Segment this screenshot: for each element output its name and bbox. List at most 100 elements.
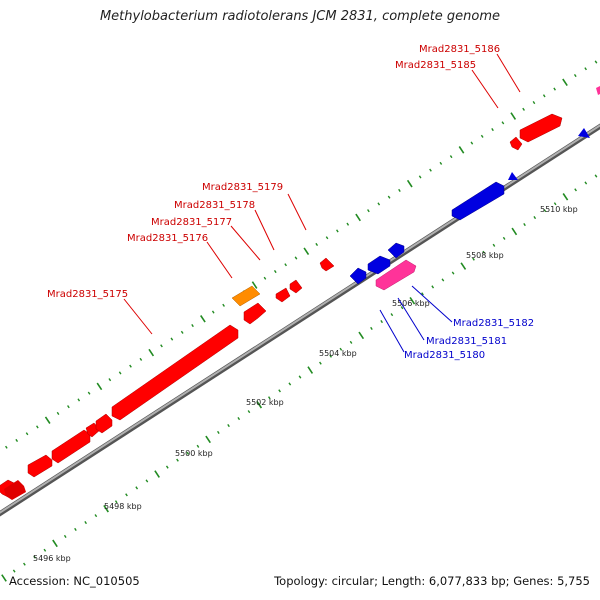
minor-tick	[43, 548, 47, 552]
minor-tick	[501, 121, 505, 125]
minor-tick	[294, 256, 298, 260]
gene-arrow	[451, 181, 505, 221]
minor-tick	[125, 493, 128, 497]
minor-tick	[135, 486, 139, 490]
minor-tick	[319, 361, 322, 365]
minor-tick	[418, 175, 422, 179]
gene-label-5176: Mrad2831_5176	[127, 233, 208, 244]
major-tick	[358, 331, 365, 340]
page-title: Methylobacterium radiotolerans JCM 2831,…	[99, 9, 501, 24]
minor-tick	[441, 278, 445, 282]
minor-tick	[108, 378, 112, 382]
gene-label-5182: Mrad2831_5182	[453, 318, 534, 329]
minor-tick	[196, 444, 200, 448]
minor-tick	[472, 257, 475, 261]
minor-tick	[339, 347, 343, 351]
major-tick	[409, 296, 416, 305]
minor-tick	[129, 364, 132, 368]
minor-tick	[492, 243, 496, 247]
tick-labels: 5496 kbp 5498 kbp 5500 kbp 5502 kbp 5504…	[33, 205, 578, 563]
minor-tick	[325, 236, 329, 240]
minor-tick	[387, 195, 391, 199]
minor-tick	[349, 340, 353, 344]
minor-tick	[67, 405, 70, 409]
minor-tick	[449, 155, 453, 159]
major-tick	[511, 227, 518, 236]
gene-label-5179: Mrad2831_5179	[202, 182, 283, 193]
minor-tick	[273, 270, 277, 274]
tick-label-5500: 5500 kbp	[175, 449, 213, 458]
minor-tick	[56, 411, 60, 415]
gene-arrow	[4, 480, 26, 500]
major-tick	[460, 262, 467, 270]
minor-tick	[77, 398, 81, 402]
minor-tick	[247, 410, 251, 414]
minor-tick	[584, 67, 587, 71]
minor-tick	[522, 107, 525, 111]
gene-arrow	[519, 113, 563, 143]
minor-tick	[429, 168, 432, 172]
minor-tick	[165, 465, 169, 469]
minor-tick	[145, 479, 149, 483]
gene-arrow	[51, 429, 91, 464]
major-tick	[406, 179, 413, 188]
major-tick	[154, 470, 160, 478]
minor-tick	[573, 74, 577, 78]
gene-arrow	[578, 128, 590, 138]
gene-label-5181: Mrad2831_5181	[426, 336, 507, 347]
gene-arrow	[349, 267, 367, 285]
gene-arrow	[289, 279, 303, 294]
minor-tick	[439, 161, 443, 165]
major-tick	[103, 504, 109, 513]
reverse-strand-genes	[349, 128, 590, 285]
minor-tick	[533, 216, 537, 220]
minor-tick	[278, 389, 281, 393]
major-tick	[458, 146, 465, 154]
minor-tick	[594, 174, 598, 178]
gene-label-5185: Mrad2831_5185	[395, 60, 476, 71]
gene-arrow-pink	[375, 259, 417, 291]
minor-tick	[191, 324, 194, 328]
gene-label-5178: Mrad2831_5178	[174, 200, 255, 211]
minor-tick	[542, 94, 546, 98]
minor-tick	[346, 222, 350, 226]
gene-arrow	[95, 413, 113, 434]
major-tick	[44, 416, 51, 424]
tick-label-5510: 5510 kbp	[540, 205, 578, 214]
minor-tick	[367, 209, 370, 213]
minor-tick	[584, 181, 588, 185]
minor-tick	[336, 229, 339, 233]
accession-text: Accession: NC_010505	[9, 574, 140, 588]
minor-tick	[25, 432, 29, 436]
minor-tick	[180, 330, 184, 334]
major-tick	[562, 193, 569, 201]
minor-tick	[170, 337, 174, 341]
minor-tick	[284, 263, 287, 267]
gene-label-5177: Mrad2831_5177	[151, 217, 232, 228]
gene-arrow	[319, 257, 335, 272]
minor-tick	[400, 306, 404, 310]
minor-tick	[502, 236, 506, 240]
gene-arrow	[27, 454, 53, 478]
gene-label-5175: Mrad2831_5175	[47, 289, 128, 300]
minor-tick	[553, 202, 557, 206]
major-tick	[256, 400, 263, 409]
major-tick	[148, 348, 155, 357]
minor-tick	[370, 326, 373, 330]
major-tick	[562, 78, 568, 87]
tick-marks-lower	[1, 174, 598, 582]
minor-tick	[451, 271, 455, 275]
minor-tick	[186, 451, 190, 455]
major-tick	[96, 382, 103, 391]
minor-tick	[268, 396, 271, 400]
minor-tick	[114, 500, 118, 504]
minor-tick	[491, 128, 494, 132]
minor-tick	[380, 320, 383, 324]
minor-tick	[543, 209, 547, 213]
minor-tick	[222, 303, 225, 307]
major-tick	[355, 213, 361, 222]
minor-tick	[390, 313, 394, 317]
minor-tick	[118, 371, 122, 375]
minor-tick	[315, 242, 319, 246]
